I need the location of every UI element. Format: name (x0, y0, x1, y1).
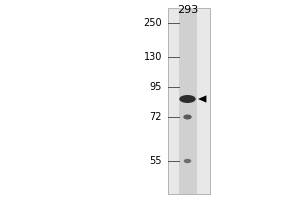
Polygon shape (198, 95, 206, 103)
Ellipse shape (183, 114, 192, 119)
Bar (168, 8, 210, 194)
Bar (178, 8, 196, 194)
Text: 130: 130 (144, 52, 162, 62)
Text: 293: 293 (177, 5, 198, 15)
Text: 95: 95 (150, 82, 162, 92)
Text: 55: 55 (149, 156, 162, 166)
Ellipse shape (184, 159, 191, 163)
Text: 250: 250 (143, 18, 162, 28)
Text: 72: 72 (149, 112, 162, 122)
Ellipse shape (179, 95, 196, 103)
